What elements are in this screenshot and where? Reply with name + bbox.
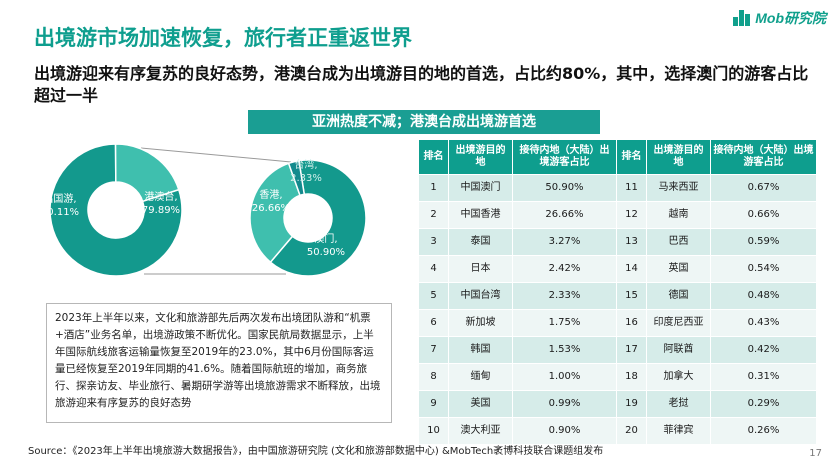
table-cell: 10 bbox=[418, 417, 449, 445]
section-banner: 亚洲热度不减；港澳台成出境游首选 bbox=[248, 110, 600, 134]
table-header-cell: 接待内地（大陆）出境游客占比 bbox=[710, 139, 817, 175]
donut-slice-1-0 bbox=[269, 159, 367, 277]
source-note: Source：《2023年上半年出境旅游大数据报告》，由中国旅游研究院 (文化和… bbox=[28, 446, 604, 457]
table-cell: 1.53% bbox=[512, 336, 617, 364]
table-header-cell: 排名 bbox=[418, 139, 449, 175]
table-row: 9 美国 0.99% 19 老挝 0.29% bbox=[418, 390, 817, 418]
table-cell: 0.42% bbox=[710, 336, 817, 364]
table-cell: 3.27% bbox=[512, 228, 617, 256]
table-cell: 0.43% bbox=[710, 309, 817, 337]
table-cell: 13 bbox=[616, 228, 647, 256]
table-cell: 澳大利亚 bbox=[448, 417, 513, 445]
donut-slice-1-2 bbox=[287, 159, 306, 197]
donut-label: 出国游, 20.11% bbox=[41, 192, 79, 218]
donut-label: 澳门, 50.90% bbox=[307, 232, 345, 258]
table-cell: 12 bbox=[616, 201, 647, 229]
table-cell: 中国香港 bbox=[448, 201, 513, 229]
table-cell: 1.75% bbox=[512, 309, 617, 337]
table-cell: 马来西亚 bbox=[646, 174, 711, 202]
table-header-cell: 接待内地（大陆）出境游客占比 bbox=[512, 139, 617, 175]
table-row: 10 澳大利亚 0.90% 20 菲律宾 0.26% bbox=[418, 417, 817, 445]
donut-slice-0-1 bbox=[114, 143, 180, 203]
table-cell: 0.99% bbox=[512, 390, 617, 418]
table-row: 1 中国澳门 50.90% 11 马来西亚 0.67% bbox=[418, 174, 817, 202]
table-cell: 0.26% bbox=[710, 417, 817, 445]
table-cell: 日本 bbox=[448, 255, 513, 283]
donut-label: 台湾, 2.33% bbox=[290, 158, 322, 184]
logo-text: Mob研究院 bbox=[755, 10, 826, 26]
table-cell: 1 bbox=[418, 174, 449, 202]
table-cell: 中国澳门 bbox=[448, 174, 513, 202]
table-cell: 2.42% bbox=[512, 255, 617, 283]
table-row: 6 新加坡 1.75% 16 印度尼西亚 0.43% bbox=[418, 309, 817, 337]
table-cell: 0.54% bbox=[710, 255, 817, 283]
donut-slice-0-0 bbox=[49, 143, 183, 277]
donut-label: 香港, 26.66% bbox=[252, 189, 290, 214]
donut-slice-1-1 bbox=[249, 162, 301, 264]
table-cell: 缅甸 bbox=[448, 363, 513, 391]
table-cell: 老挝 bbox=[646, 390, 711, 418]
table-row: 5 中国台湾 2.33% 15 德国 0.48% bbox=[418, 282, 817, 310]
connector-line bbox=[140, 147, 292, 163]
table-cell: 17 bbox=[616, 336, 647, 364]
table-cell: 2 bbox=[418, 201, 449, 229]
table-cell: 加拿大 bbox=[646, 363, 711, 391]
table-header-row: 排名 出境游目的地 接待内地（大陆）出境游客占比 排名 出境游目的地 接待内地（大陆）出境… bbox=[418, 139, 817, 175]
table-row: 2 中国香港 26.66% 12 越南 0.66% bbox=[418, 201, 817, 229]
table-header-cell: 排名 bbox=[616, 139, 647, 175]
table-cell: 8 bbox=[418, 363, 449, 391]
table-cell: 50.90% bbox=[512, 174, 617, 202]
table-cell: 印度尼西亚 bbox=[646, 309, 711, 337]
table-cell: 0.67% bbox=[710, 174, 817, 202]
table-cell: 美国 bbox=[448, 390, 513, 418]
page-subtitle: 出境游迎来有序复苏的良好态势，港澳台成为出境游目的地的首选，占比约80%，其中，… bbox=[34, 64, 809, 105]
table-cell: 4 bbox=[418, 255, 449, 283]
table-cell: 2.33% bbox=[512, 282, 617, 310]
table-row: 8 缅甸 1.00% 18 加拿大 0.31% bbox=[418, 363, 817, 391]
table-cell: 16 bbox=[616, 309, 647, 337]
table-row: 7 韩国 1.53% 17 阿联酋 0.42% bbox=[418, 336, 817, 364]
table-cell: 5 bbox=[418, 282, 449, 310]
table-cell: 18 bbox=[616, 363, 647, 391]
table-cell: 0.59% bbox=[710, 228, 817, 256]
table-cell: 3 bbox=[418, 228, 449, 256]
table-cell: 0.31% bbox=[710, 363, 817, 391]
table-cell: 0.90% bbox=[512, 417, 617, 445]
page-number: 17 bbox=[809, 448, 822, 459]
table-cell: 1.00% bbox=[512, 363, 617, 391]
table-cell: 0.66% bbox=[710, 201, 817, 229]
donut-label: 港澳台, 79.89% bbox=[142, 190, 180, 216]
table-cell: 0.29% bbox=[710, 390, 817, 418]
ranking-table: 排名 出境游目的地 接待内地（大陆）出境游客占比 排名 出境游目的地 接待内地（大陆）出境… bbox=[418, 139, 817, 445]
table-cell: 德国 bbox=[646, 282, 711, 310]
table-cell: 韩国 bbox=[448, 336, 513, 364]
table-cell: 中国台湾 bbox=[448, 282, 513, 310]
table-row: 4 日本 2.42% 14 英国 0.54% bbox=[418, 255, 817, 283]
table-cell: 7 bbox=[418, 336, 449, 364]
table-cell: 新加坡 bbox=[448, 309, 513, 337]
logo-bars-icon bbox=[733, 10, 751, 26]
summary-textbox: 2023年上半年以来，文化和旅游部先后两次发布出境团队游和“机票+酒店”业务名单… bbox=[46, 303, 392, 423]
table-cell: 26.66% bbox=[512, 201, 617, 229]
page-title: 出境游市场加速恢复，旅行者正重返世界 bbox=[34, 26, 412, 50]
donut-charts: 港澳台, 79.89% 出国游, 20.11% 澳门, 50.90% 香港, 26.66%台湾… bbox=[41, 143, 367, 277]
table-row: 3 泰国 3.27% 13 巴西 0.59% bbox=[418, 228, 817, 256]
table-cell: 19 bbox=[616, 390, 647, 418]
table-cell: 越南 bbox=[646, 201, 711, 229]
table-header-cell: 出境游目的地 bbox=[646, 139, 711, 175]
table-cell: 英国 bbox=[646, 255, 711, 283]
table-cell: 阿联酋 bbox=[646, 336, 711, 364]
table-cell: 14 bbox=[616, 255, 647, 283]
table-cell: 菲律宾 bbox=[646, 417, 711, 445]
table-cell: 泰国 bbox=[448, 228, 513, 256]
table-cell: 0.48% bbox=[710, 282, 817, 310]
table-cell: 9 bbox=[418, 390, 449, 418]
logo: Mob研究院 bbox=[733, 8, 826, 28]
table-cell: 20 bbox=[616, 417, 647, 445]
table-cell: 15 bbox=[616, 282, 647, 310]
table-cell: 6 bbox=[418, 309, 449, 337]
table-cell: 11 bbox=[616, 174, 647, 202]
table-cell: 巴西 bbox=[646, 228, 711, 256]
table-header-cell: 出境游目的地 bbox=[448, 139, 513, 175]
